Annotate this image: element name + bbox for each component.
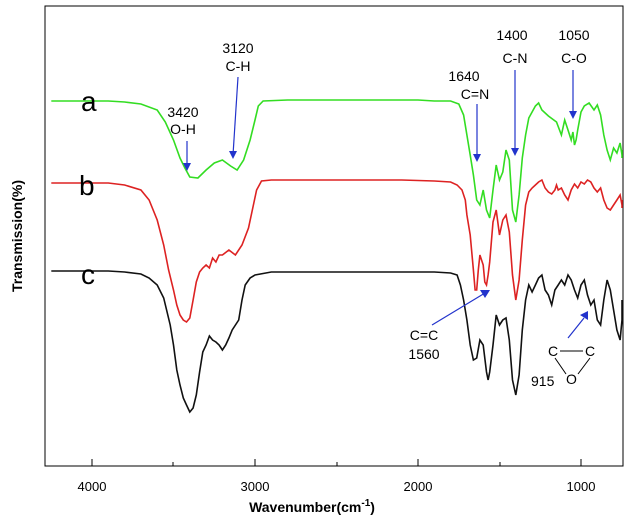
x-axis-label: Wavenumber(cm-1) bbox=[249, 498, 375, 515]
x-tick-label-1000: 1000 bbox=[567, 479, 596, 494]
annotation-1050-bond: C-O bbox=[561, 50, 587, 66]
annotation-1560-arrow bbox=[431, 292, 486, 326]
series-label-c: c bbox=[81, 259, 95, 290]
annotation-915-o: O bbox=[566, 371, 577, 387]
series-label-b: b bbox=[79, 170, 95, 201]
y-axis-label: Transmission(%) bbox=[9, 180, 25, 292]
annotation-3420-bond: O-H bbox=[170, 121, 196, 137]
annotation-915-arrowhead bbox=[580, 311, 588, 320]
annotation-1560-value: 1560 bbox=[408, 346, 439, 362]
annotation-915-value: 915 bbox=[531, 373, 555, 389]
annotation-3420-arrowhead bbox=[183, 163, 191, 171]
annotation-1560-bond: C=C bbox=[410, 327, 438, 343]
annotation-1050-arrowhead bbox=[569, 111, 577, 119]
annotation-1640-value: 1640 bbox=[448, 68, 479, 84]
annotation-3120-arrow bbox=[232, 76, 239, 156]
annotation-3120-value: 3120 bbox=[222, 40, 253, 56]
plot-frame bbox=[44, 5, 624, 467]
annotation-915-bond-left bbox=[554, 357, 567, 375]
annotation-3420-value: 3420 bbox=[167, 104, 198, 120]
annotations: 3420 O-H 3120 C-H 1640 C=N 1400 C-N 1050… bbox=[167, 27, 595, 389]
series-label-a: a bbox=[81, 86, 97, 117]
annotation-1050-value: 1050 bbox=[558, 27, 589, 43]
annotation-915-c-left: C bbox=[548, 343, 558, 359]
annotation-1560-arrowhead bbox=[480, 290, 490, 298]
series-layer bbox=[51, 99, 623, 414]
annotation-3120-bond: C-H bbox=[226, 58, 251, 74]
annotation-1400-arrowhead bbox=[511, 148, 519, 156]
series-line-a bbox=[51, 99, 623, 223]
x-axis: 4000 3000 2000 1000 bbox=[78, 459, 596, 494]
annotation-3120-arrowhead bbox=[229, 151, 237, 159]
series-line-c bbox=[51, 270, 623, 414]
annotation-915-c-right: C bbox=[585, 343, 595, 359]
x-tick-label-2000: 2000 bbox=[404, 479, 433, 494]
annotation-915-arrow bbox=[567, 317, 585, 339]
annotation-1640-arrowhead bbox=[473, 154, 481, 162]
annotation-1640-bond: C=N bbox=[461, 86, 489, 102]
annotation-915-bond-right bbox=[577, 357, 591, 375]
series-line-b bbox=[51, 178, 623, 324]
x-tick-label-3000: 3000 bbox=[241, 479, 270, 494]
annotation-1400-value: 1400 bbox=[496, 27, 527, 43]
x-tick-label-4000: 4000 bbox=[78, 479, 107, 494]
annotation-1400-bond: C-N bbox=[503, 50, 528, 66]
